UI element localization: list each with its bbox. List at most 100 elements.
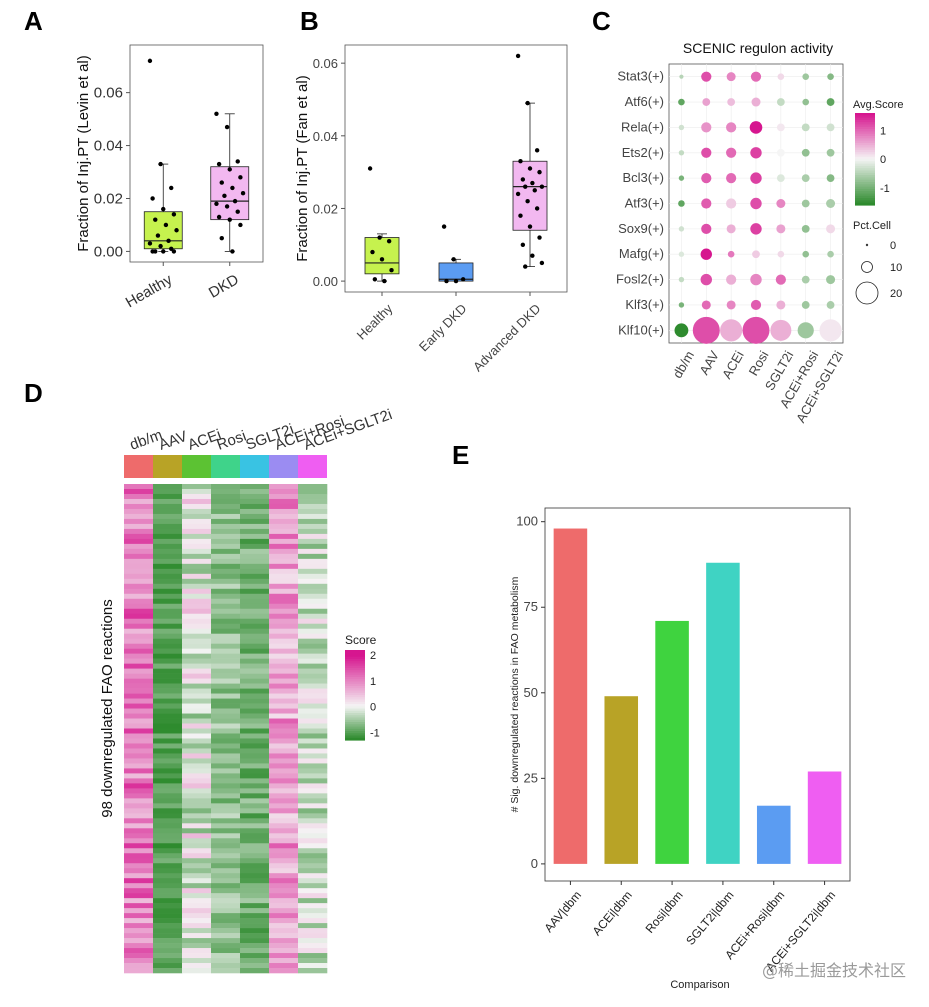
heat-cell (269, 918, 299, 924)
heat-cell (269, 803, 299, 809)
legend-label: 2 (370, 650, 376, 662)
heat-cell (298, 918, 328, 924)
dot (802, 98, 810, 106)
heat-cell (298, 778, 328, 784)
heat-cell (269, 653, 299, 659)
heat-cell (240, 788, 270, 794)
heat-cell (211, 923, 241, 929)
heat-cell (240, 653, 270, 659)
heat-cell (211, 618, 241, 625)
heat-cell (182, 508, 212, 515)
dot (678, 175, 685, 181)
heat-cell (240, 523, 270, 530)
legend-size-circle (865, 243, 869, 247)
heat-cell (269, 878, 299, 884)
heat-cell (269, 888, 299, 894)
heat-cell (153, 898, 183, 904)
heat-cell (240, 938, 270, 944)
data-point (158, 161, 163, 167)
heat-cell (269, 723, 299, 729)
heat-cell (153, 513, 183, 520)
heat-cell (182, 553, 212, 560)
heat-cell (182, 933, 212, 939)
bar-sglt2i-dbm (706, 562, 740, 864)
heat-cell (298, 633, 328, 639)
heat-cell (153, 708, 183, 714)
data-point (155, 233, 161, 238)
dot (749, 121, 763, 134)
heat-cell (269, 623, 299, 630)
data-point (238, 175, 243, 180)
legend-color-step (855, 165, 875, 169)
dot (726, 300, 736, 310)
legend-label: -1 (370, 727, 380, 739)
heat-cell (269, 713, 299, 719)
data-point (150, 196, 155, 201)
dot (742, 316, 770, 344)
heat-cell (298, 643, 328, 649)
heat-cell (153, 503, 183, 510)
dot (826, 174, 835, 183)
heat-cell (182, 833, 212, 839)
heat-cell (298, 693, 328, 699)
heat-cell (211, 748, 241, 754)
heat-cell (124, 963, 154, 969)
legend-color-step (855, 177, 875, 181)
heat-cell (182, 958, 212, 964)
data-point (214, 111, 219, 117)
data-point (235, 209, 240, 214)
heat-cell (240, 563, 270, 570)
heat-cell (182, 763, 212, 769)
heat-cell (124, 863, 154, 869)
legend-step (345, 713, 365, 716)
heat-cell (182, 908, 212, 914)
heat-cell (298, 808, 328, 814)
legend-label: 1 (370, 676, 376, 688)
heat-cell (269, 568, 299, 575)
dot (802, 250, 810, 258)
data-point (166, 238, 171, 244)
heat-cell (269, 718, 299, 724)
heat-cell (153, 783, 183, 789)
heat-cell (182, 653, 212, 659)
legend-size-circle (855, 281, 879, 305)
heat-cell (153, 573, 183, 580)
legend-color-step (855, 188, 875, 192)
heat-cell (298, 663, 328, 669)
heat-cell (298, 658, 328, 664)
heat-cell (124, 608, 154, 615)
heat-cell (240, 843, 270, 849)
heat-cell (298, 563, 328, 570)
legend-color-step (855, 147, 875, 151)
heat-cell (182, 903, 212, 909)
heat-cell (153, 768, 183, 774)
heat-cell (124, 523, 154, 530)
heat-cell (182, 678, 212, 684)
heat-cell (182, 788, 212, 794)
panel-letter-e: E (452, 440, 469, 470)
x-tick-label: Rosi|dbm (643, 888, 686, 936)
heat-cell (182, 573, 212, 580)
heat-cell (124, 648, 154, 654)
heat-cell (240, 498, 270, 505)
data-point (534, 148, 540, 153)
heat-cell (153, 793, 183, 799)
heat-cell (269, 763, 299, 769)
heat-cell (240, 668, 270, 674)
panel-a-boxplot: 0.00 0.02 0.04 0.06 Healthy DKD Fraction of In… (75, 44, 264, 311)
heat-cell (269, 663, 299, 669)
heat-cell (153, 633, 183, 639)
heat-cell (269, 783, 299, 789)
heat-cell (211, 728, 241, 734)
heat-cell (240, 918, 270, 924)
heat-cell (153, 653, 183, 659)
dot (801, 224, 810, 233)
y-axis-title: # Sig. downregulated reactions in FAO me… (509, 576, 521, 812)
heat-cell (269, 843, 299, 849)
legend-title: Score (345, 633, 377, 647)
heat-cell (211, 713, 241, 719)
y-tick-label: 0.06 (313, 56, 338, 71)
y-tick-label: 0.00 (94, 243, 123, 260)
heat-cell (124, 543, 154, 550)
heat-cell (269, 823, 299, 829)
